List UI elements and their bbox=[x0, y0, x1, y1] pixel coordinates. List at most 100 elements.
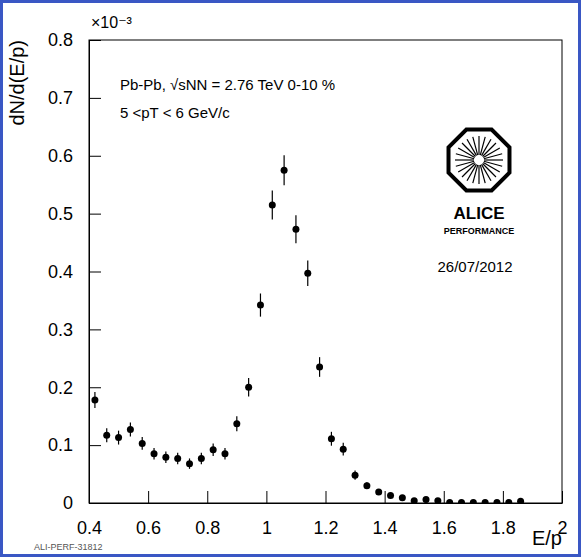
logo-ray bbox=[456, 161, 474, 166]
x-tick-label: 0.4 bbox=[77, 518, 102, 538]
data-point bbox=[458, 499, 465, 503]
x-tick: 1.4 bbox=[373, 491, 398, 538]
chart: 0.40.60.811.21.41.61.8200.10.20.30.40.50… bbox=[0, 0, 581, 557]
y-tick-mark bbox=[89, 387, 101, 388]
x-tick: 1.8 bbox=[491, 491, 516, 538]
logo-ray bbox=[478, 136, 479, 155]
x-tick-mark bbox=[148, 491, 149, 503]
y-tick-mark bbox=[89, 98, 101, 99]
x-axis-title: E/p bbox=[532, 527, 562, 549]
annotation: 5 <pT < 6 GeV/c bbox=[120, 104, 230, 121]
y-tick-label: 0 bbox=[63, 493, 73, 513]
y-tick-mark bbox=[89, 156, 101, 157]
logo-ray bbox=[455, 159, 474, 160]
y-tick-label: 0.8 bbox=[48, 30, 73, 50]
plot-frame bbox=[89, 40, 562, 503]
logo-subtext: PERFORMANCE bbox=[444, 226, 515, 236]
x-tick-mark bbox=[503, 491, 504, 503]
annotation: Pb-Pb, √sNN = 2.76 TeV 0-10 % bbox=[120, 76, 335, 93]
data-point bbox=[233, 420, 240, 427]
y-tick-label: 0.4 bbox=[48, 262, 73, 282]
logo-ray bbox=[480, 165, 485, 183]
y-tick: 0.7 bbox=[48, 88, 101, 108]
y-tick: 0.8 bbox=[48, 30, 101, 50]
data-point bbox=[281, 167, 288, 174]
data-point bbox=[210, 446, 217, 453]
x-tick-label: 1.4 bbox=[373, 518, 398, 538]
logo-ray bbox=[473, 137, 478, 155]
x-tick: 0.8 bbox=[195, 491, 220, 538]
data-point bbox=[482, 499, 489, 503]
data-point bbox=[470, 499, 477, 503]
logo-ray bbox=[478, 165, 479, 184]
y-multiplier: ×10⁻³ bbox=[91, 14, 133, 31]
data-point bbox=[186, 460, 193, 467]
data-point bbox=[91, 396, 98, 403]
logo-ray bbox=[484, 159, 503, 160]
data-point bbox=[198, 455, 205, 462]
x-tick-mark bbox=[444, 491, 445, 503]
x-tick-label: 0.6 bbox=[136, 518, 161, 538]
y-tick: 0.2 bbox=[48, 378, 101, 398]
figure-id: ALI-PERF-31812 bbox=[34, 542, 103, 552]
data-point bbox=[375, 489, 382, 496]
data-point bbox=[269, 201, 276, 208]
y-tick-label: 0.3 bbox=[48, 320, 73, 340]
data-point bbox=[399, 494, 406, 501]
y-tick-mark bbox=[89, 272, 101, 273]
x-tick: 1 bbox=[262, 491, 272, 538]
y-tick-label: 0.7 bbox=[48, 88, 73, 108]
data-point bbox=[423, 496, 430, 503]
logo-frame bbox=[449, 130, 510, 191]
data-point bbox=[363, 482, 370, 489]
y-tick-mark bbox=[89, 214, 101, 215]
y-tick-mark bbox=[89, 503, 101, 504]
data-point bbox=[316, 363, 323, 370]
y-tick: 0.5 bbox=[48, 204, 101, 224]
x-tick-mark bbox=[385, 491, 386, 503]
data-point bbox=[304, 270, 311, 277]
data-point bbox=[245, 384, 252, 391]
y-tick: 0.4 bbox=[48, 262, 101, 282]
x-tick-mark bbox=[207, 491, 208, 503]
x-tick-label: 1 bbox=[262, 518, 272, 538]
y-tick-label: 0.1 bbox=[48, 435, 73, 455]
data-point bbox=[221, 450, 228, 457]
y-axis: 0 0.1 0.2 0.3 0.4 0.5 0.6 0.7 0.8 bbox=[48, 30, 101, 513]
y-tick-label: 0.6 bbox=[48, 146, 73, 166]
data-point bbox=[103, 432, 110, 439]
x-tick: 0.6 bbox=[136, 491, 161, 538]
y-tick-mark bbox=[89, 40, 101, 41]
data-point bbox=[292, 226, 299, 233]
y-tick: 0.6 bbox=[48, 146, 101, 166]
y-tick: 0.3 bbox=[48, 320, 101, 340]
data-point bbox=[517, 498, 524, 503]
y-tick-label: 0.5 bbox=[48, 204, 73, 224]
data-point bbox=[505, 499, 512, 503]
x-axis-line bbox=[90, 503, 563, 504]
x-tick-label: 1.8 bbox=[491, 518, 516, 538]
y-axis-title: dN/d(E/p) bbox=[6, 40, 28, 126]
data-point bbox=[139, 440, 146, 447]
data-point bbox=[387, 492, 394, 499]
data-point bbox=[411, 497, 418, 503]
data-point bbox=[493, 499, 500, 503]
y-tick-mark bbox=[89, 445, 101, 446]
logo-text: ALICE bbox=[454, 204, 505, 223]
date: 26/07/2012 bbox=[437, 258, 512, 275]
x-axis: 0.40.60.811.21.41.61.82 bbox=[77, 491, 568, 538]
x-tick-label: 1.6 bbox=[432, 518, 457, 538]
x-tick-mark bbox=[326, 491, 327, 503]
y-tick: 0 bbox=[63, 493, 101, 513]
data-point bbox=[115, 434, 122, 441]
x-tick: 1.6 bbox=[432, 491, 457, 538]
background bbox=[0, 0, 581, 557]
data-point bbox=[340, 446, 347, 453]
y-tick: 0.1 bbox=[48, 435, 101, 455]
x-tick-mark bbox=[562, 491, 563, 503]
y-tick-label: 0.2 bbox=[48, 378, 73, 398]
data-point bbox=[434, 497, 441, 503]
data-point bbox=[328, 435, 335, 442]
data-point bbox=[162, 454, 169, 461]
data-point bbox=[174, 455, 181, 462]
